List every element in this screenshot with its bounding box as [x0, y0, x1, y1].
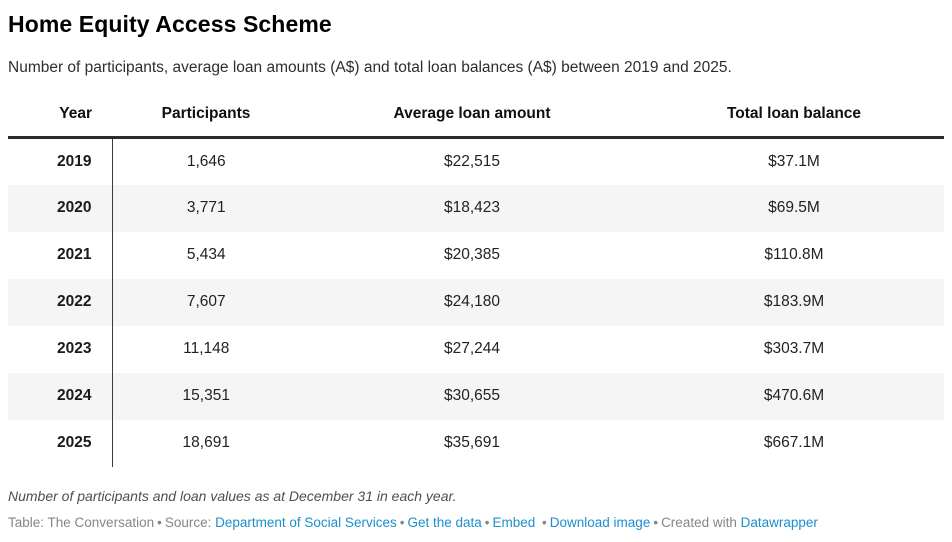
cell-participants: 15,351 — [182, 387, 230, 404]
cell-year: 2023 — [8, 325, 113, 373]
page-subtitle: Number of participants, average loan amo… — [8, 59, 732, 76]
cell-participants: 5,434 — [186, 246, 226, 263]
datawrapper-table-page: Home Equity Access Scheme Number of part… — [8, 11, 944, 531]
table-row: 2022 7,607 $24,180 $183.9M — [8, 278, 944, 326]
table-header-row: Year Participants Average loan amount To… — [8, 98, 944, 139]
cell-participants: 7,607 — [186, 293, 226, 310]
source-label: Source: — [164, 514, 212, 530]
embed-link[interactable]: Embed — [492, 514, 536, 530]
cell-total-balance: $37.1M — [768, 152, 820, 170]
datawrapper-link[interactable]: Datawrapper — [740, 514, 818, 530]
attribution-footer: Table: The Conversation • Source: Departme… — [8, 514, 944, 531]
table-row: 2023 11,148 $27,244 $303.7M — [8, 325, 944, 373]
cell-avg-loan: $24,180 — [443, 293, 501, 310]
table-credit: Table: The Conversation — [8, 514, 155, 530]
data-table: Year Participants Average loan amount To… — [8, 98, 944, 467]
separator-dot: • — [157, 514, 162, 530]
cell-avg-loan: $18,423 — [443, 199, 501, 216]
cell-year: 2024 — [8, 372, 113, 420]
table-row: 2024 15,351 $30,655 $470.6M — [8, 372, 944, 420]
cell-participants: 11,148 — [183, 340, 230, 357]
cell-total-balance: $470.6M — [763, 387, 825, 404]
cell-total-balance: $69.5M — [768, 199, 820, 216]
cell-total-balance: $303.7M — [763, 340, 825, 357]
cell-participants: 1,646 — [186, 152, 226, 170]
cell-avg-loan: $27,244 — [443, 340, 501, 357]
created-with-label: Created with — [661, 514, 737, 530]
cell-avg-loan: $30,655 — [443, 387, 501, 404]
source-link[interactable]: Department of Social Services — [215, 514, 397, 530]
table-row: 2019 1,646 $22,515 $37.1M — [8, 137, 944, 185]
cell-year: 2020 — [8, 184, 113, 232]
cell-total-balance: $110.8M — [764, 246, 824, 263]
table-row: 2020 3,771 $18,423 $69.5M — [8, 184, 944, 232]
separator-dot: • — [542, 514, 547, 530]
cell-year: 2022 — [8, 278, 113, 326]
get-the-data-link[interactable]: Get the data — [407, 514, 482, 530]
cell-avg-loan: $35,691 — [443, 434, 501, 451]
cell-avg-loan: $20,385 — [443, 246, 501, 263]
cell-year: 2019 — [8, 137, 113, 185]
page-title: Home Equity Access Scheme — [8, 11, 332, 37]
column-header-total-balance: Total loan balance — [644, 98, 944, 139]
cell-participants: 18,691 — [182, 434, 230, 451]
cell-total-balance: $667.1M — [763, 434, 825, 451]
separator-dot: • — [399, 514, 405, 530]
cell-total-balance: $183.9M — [763, 293, 825, 310]
download-image-link[interactable]: Download image — [549, 514, 651, 530]
separator-dot: • — [653, 514, 659, 530]
table-header: Year Participants Average loan amount To… — [8, 98, 944, 139]
cell-year: 2021 — [8, 231, 113, 279]
table-row: 2025 18,691 $35,691 $667.1M — [8, 419, 944, 467]
table-row: 2021 5,434 $20,385 $110.8M — [8, 231, 944, 279]
table-footnote: Number of participants and loan values a… — [8, 487, 457, 504]
column-header-participants: Participants — [112, 98, 300, 139]
separator-dot: • — [484, 514, 490, 530]
cell-year: 2025 — [8, 419, 113, 467]
table-body: 2019 1,646 $22,515 $37.1M 2020 3,771 $18… — [8, 137, 944, 467]
cell-participants: 3,771 — [186, 199, 226, 216]
cell-avg-loan: $22,515 — [443, 152, 501, 170]
column-header-year: Year — [8, 98, 112, 139]
column-header-average-loan: Average loan amount — [300, 98, 644, 139]
